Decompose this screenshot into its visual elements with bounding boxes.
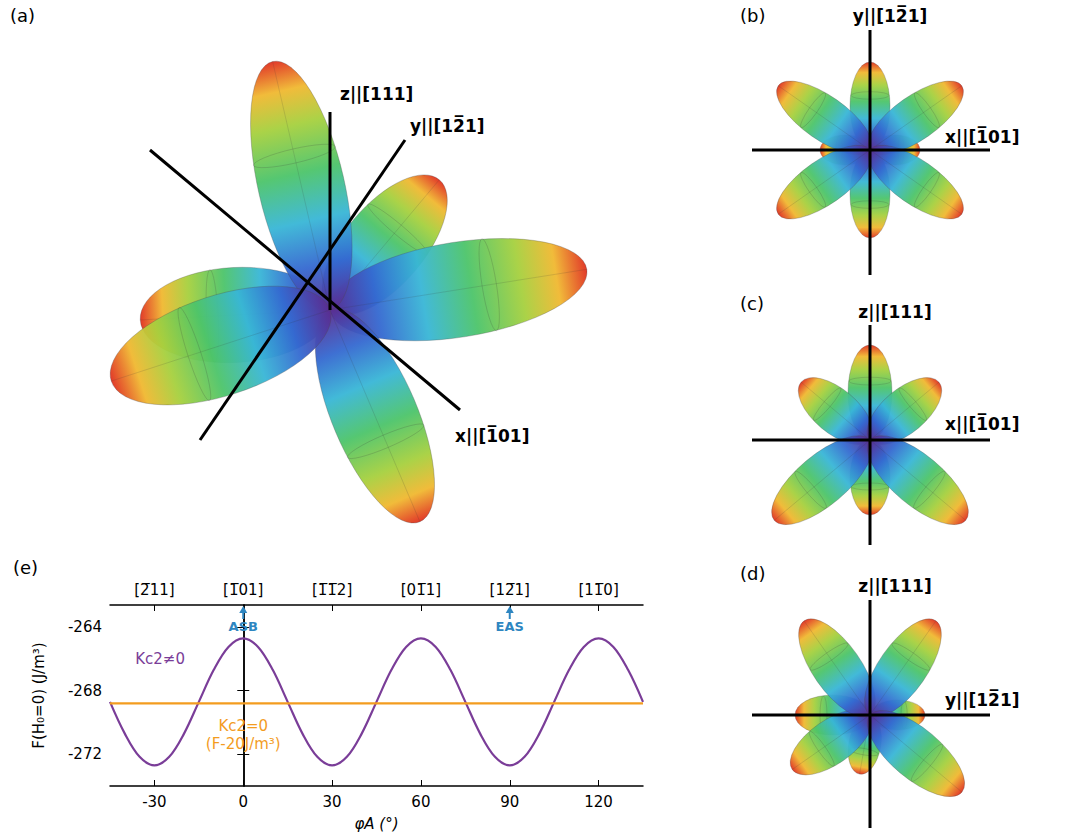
svg-text:0: 0 bbox=[238, 793, 248, 811]
svg-text:-30: -30 bbox=[142, 793, 167, 811]
svg-text:[11̅0]: [11̅0] bbox=[578, 581, 618, 599]
svg-text:φA (°): φA (°) bbox=[354, 815, 398, 833]
svg-text:EAS: EAS bbox=[496, 619, 524, 634]
svg-text:(c): (c) bbox=[740, 293, 764, 314]
svg-text:ASB: ASB bbox=[229, 619, 258, 634]
svg-text:x||[1̅01]: x||[1̅01] bbox=[945, 413, 1019, 434]
svg-text:30: 30 bbox=[323, 793, 342, 811]
svg-text:x||[1̅01]: x||[1̅01] bbox=[455, 425, 529, 446]
svg-text:(a): (a) bbox=[10, 5, 35, 26]
svg-text:z||[111]: z||[111] bbox=[340, 84, 413, 104]
svg-text:y||[12̅1]: y||[12̅1] bbox=[853, 5, 928, 26]
svg-text:[2̅11]: [2̅11] bbox=[134, 581, 174, 599]
svg-text:-264: -264 bbox=[68, 618, 102, 636]
svg-text:y||[12̅1]: y||[12̅1] bbox=[945, 689, 1020, 710]
svg-text:-268: -268 bbox=[68, 682, 102, 700]
svg-text:(b): (b) bbox=[740, 5, 765, 26]
svg-text:[1̅01]: [1̅01] bbox=[223, 581, 263, 599]
svg-text:x||[1̅01]: x||[1̅01] bbox=[945, 126, 1019, 147]
svg-text:Kc2≠0: Kc2≠0 bbox=[135, 650, 185, 668]
svg-text:[1̅1̅2]: [1̅1̅2] bbox=[312, 581, 352, 599]
svg-text:90: 90 bbox=[500, 793, 519, 811]
svg-text:(d): (d) bbox=[740, 563, 765, 584]
svg-text:(e): (e) bbox=[13, 557, 38, 578]
svg-text:60: 60 bbox=[411, 793, 430, 811]
svg-text:F(H₀=0) (J/m³): F(H₀=0) (J/m³) bbox=[30, 642, 48, 748]
svg-text:z||[111]: z||[111] bbox=[858, 302, 931, 322]
svg-text:y||[12̅1]: y||[12̅1] bbox=[410, 115, 485, 136]
svg-text:[01̅1]: [01̅1] bbox=[401, 581, 441, 599]
svg-text:[12̅1]: [12̅1] bbox=[490, 581, 530, 599]
svg-text:(F-20J/m³): (F-20J/m³) bbox=[206, 735, 281, 753]
svg-text:120: 120 bbox=[584, 793, 613, 811]
svg-text:Kc2=0: Kc2=0 bbox=[218, 717, 268, 735]
svg-text:-272: -272 bbox=[68, 745, 102, 763]
svg-text:z||[111]: z||[111] bbox=[858, 576, 931, 596]
